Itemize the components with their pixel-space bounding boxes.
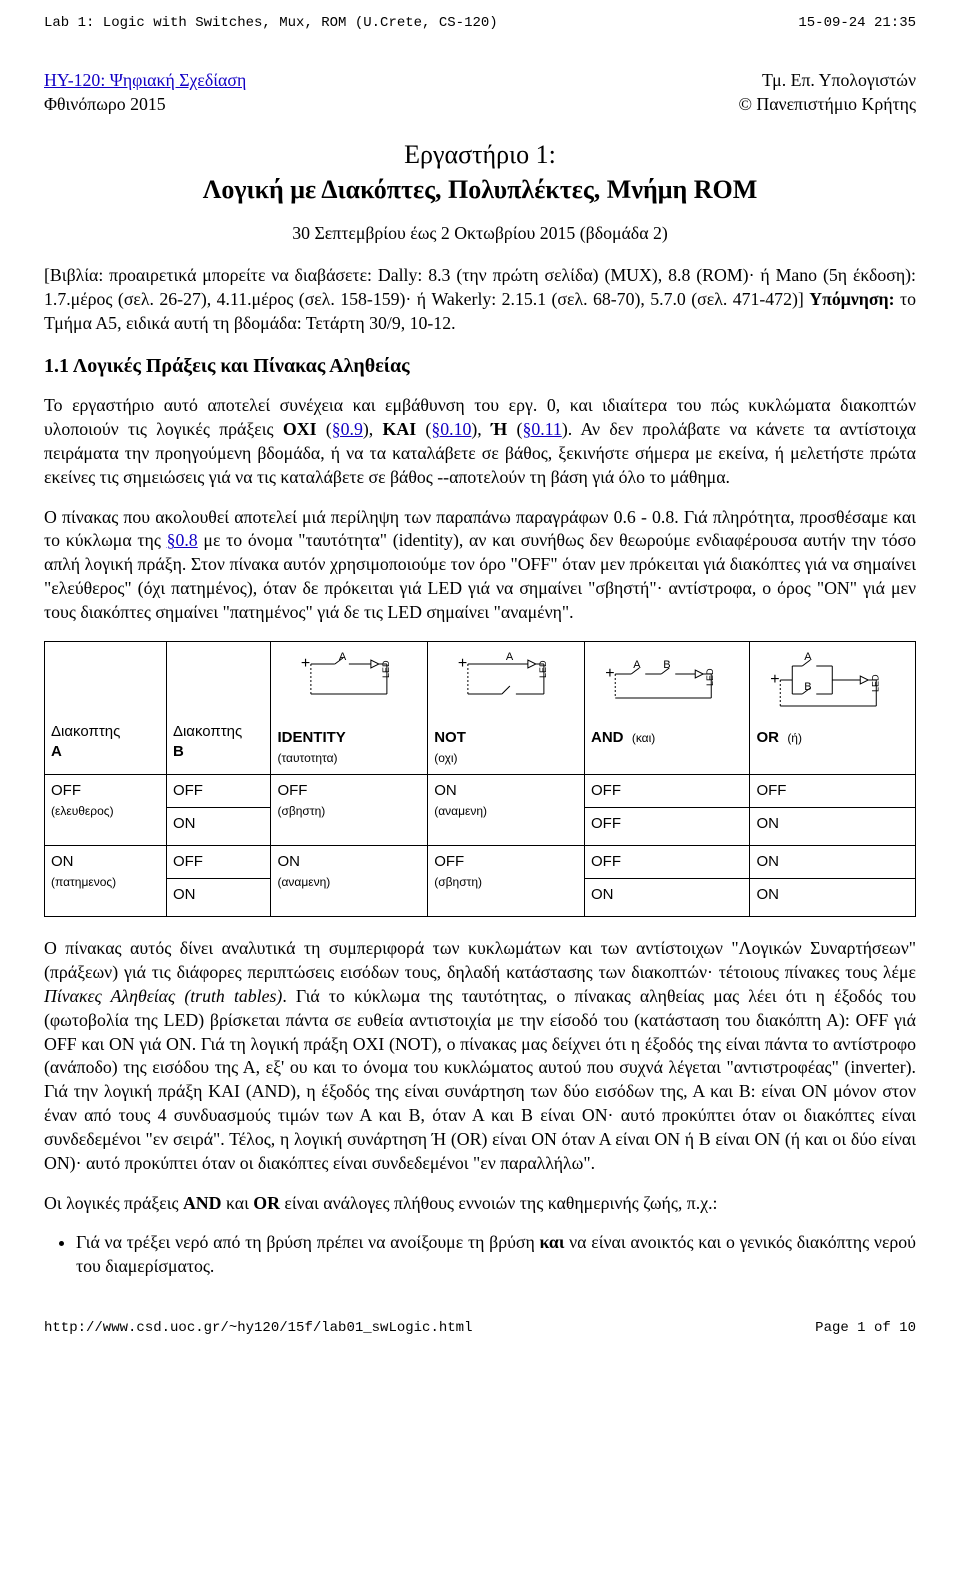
department: Τμ. Επ. Υπολογιστών bbox=[762, 70, 916, 90]
link-0-8[interactable]: §0.8 bbox=[167, 530, 198, 550]
list-item: Γιά να τρέξει νερό από τη βρύση πρέπει ν… bbox=[76, 1231, 916, 1279]
svg-text:A: A bbox=[506, 651, 514, 663]
svg-text:LED: LED bbox=[705, 668, 715, 686]
bibliography: [Βιβλία: προαιρετικά μπορείτε να διαβάσε… bbox=[44, 264, 916, 336]
table-row: ON(πατημενος) OFF ON ON(αναμενη) OFF(σβη… bbox=[45, 846, 916, 917]
svg-text:+: + bbox=[301, 655, 310, 672]
col-header-or: + A B bbox=[750, 641, 916, 774]
section-1-1-heading: 1.1 Λογικές Πράξεις και Πίνακας Αληθείας bbox=[44, 353, 916, 380]
not-circuit-icon: + A LED bbox=[434, 648, 578, 720]
link-0-11[interactable]: §0.11 bbox=[522, 419, 561, 439]
course-link[interactable]: ΗΥ-120: Ψηφιακή Σχεδίαση bbox=[44, 70, 246, 90]
bullet-list: Γιά να τρέξει νερό από τη βρύση πρέπει ν… bbox=[44, 1231, 916, 1279]
header-left: Lab 1: Logic with Switches, Mux, ROM (U.… bbox=[44, 14, 498, 33]
svg-text:LED: LED bbox=[381, 660, 391, 678]
or-circuit-icon: + A B bbox=[756, 648, 909, 720]
svg-text:A: A bbox=[339, 651, 347, 663]
paragraph-4: Οι λογικές πράξεις AND και OR είναι ανάλ… bbox=[44, 1192, 916, 1216]
link-0-9[interactable]: §0.9 bbox=[332, 419, 363, 439]
paragraph-1: Το εργαστήριο αυτό αποτελεί συνέχεια και… bbox=[44, 394, 916, 489]
paragraph-2: Ο πίνακας που ακολουθεί αποτελεί μιά περ… bbox=[44, 506, 916, 625]
col-header-b: ΔιακοπτηςB bbox=[166, 641, 271, 774]
page-title: Εργαστήριο 1: Λογική με Διακόπτες, Πολυπ… bbox=[44, 138, 916, 208]
page-header: Lab 1: Logic with Switches, Mux, ROM (U.… bbox=[44, 14, 916, 33]
page-footer: http://www.csd.uoc.gr/~hy120/15f/lab01_s… bbox=[44, 1319, 916, 1338]
header-right: 15-09-24 21:35 bbox=[798, 14, 916, 33]
identity-circuit-icon: + A LED bbox=[277, 648, 421, 720]
university: © Πανεπιστήμιο Κρήτης bbox=[738, 94, 916, 114]
col-header-and: + A B LED AND (και) bbox=[584, 641, 749, 774]
truth-table: ΔιακοπτηςA ΔιακοπτηςB + A LE bbox=[44, 641, 916, 917]
col-header-a: ΔιακοπτηςA bbox=[45, 641, 167, 774]
link-0-10[interactable]: §0.10 bbox=[431, 419, 471, 439]
and-circuit-icon: + A B LED bbox=[591, 648, 743, 720]
table-header-row: ΔιακοπτηςA ΔιακοπτηςB + A LE bbox=[45, 641, 916, 774]
footer-url: http://www.csd.uoc.gr/~hy120/15f/lab01_s… bbox=[44, 1319, 472, 1338]
svg-text:LED: LED bbox=[871, 674, 881, 692]
course-block: ΗΥ-120: Ψηφιακή Σχεδίαση Φθινόπωρο 2015 … bbox=[44, 69, 916, 117]
svg-text:+: + bbox=[458, 655, 467, 672]
svg-text:LED: LED bbox=[538, 660, 548, 678]
date-range: 30 Σεπτεμβρίου έως 2 Οκτωβρίου 2015 (βδο… bbox=[44, 222, 916, 246]
col-header-identity: + A LED IDENTITY(ταυτοτητα) bbox=[271, 641, 428, 774]
col-header-not: + A LED NOT(οχι) bbox=[428, 641, 585, 774]
paragraph-3: Ο πίνακας αυτός δίνει αναλυτικά τη συμπε… bbox=[44, 937, 916, 1175]
svg-text:+: + bbox=[771, 671, 780, 688]
footer-page: Page 1 of 10 bbox=[815, 1319, 916, 1338]
semester: Φθινόπωρο 2015 bbox=[44, 94, 166, 114]
table-row: OFF(ελευθερος) OFF ON OFF(σβηστη) ON(ανα… bbox=[45, 775, 916, 846]
svg-text:+: + bbox=[605, 665, 614, 682]
